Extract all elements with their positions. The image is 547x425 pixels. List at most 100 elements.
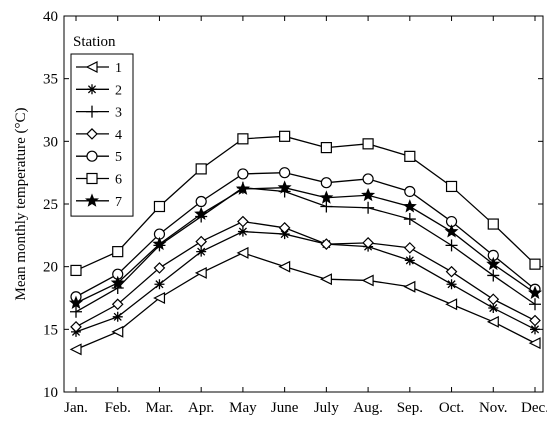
data-point — [69, 343, 82, 356]
data-point — [320, 238, 333, 250]
data-point — [404, 255, 415, 266]
legend-entry: 3 — [76, 106, 122, 121]
legend-entry: 1 — [76, 61, 122, 76]
y-tick-label: 10 — [43, 385, 58, 401]
legend-entry: 7 — [76, 193, 122, 210]
legend-label: 6 — [115, 173, 122, 188]
legend-label: 1 — [115, 61, 122, 76]
x-tick-label: Aug. — [353, 400, 383, 416]
series-line — [75, 187, 536, 304]
data-point — [362, 201, 375, 214]
data-point — [70, 264, 82, 277]
series-4 — [70, 215, 541, 333]
data-point — [152, 236, 167, 251]
data-point — [236, 246, 249, 259]
data-point — [446, 279, 457, 290]
data-point — [70, 320, 82, 333]
legend-marker — [86, 172, 98, 185]
legend-marker — [85, 61, 98, 73]
series-1 — [69, 246, 541, 356]
data-point — [153, 262, 166, 274]
data-point — [529, 314, 541, 327]
y-tick-label: 15 — [43, 322, 58, 338]
data-point — [154, 279, 165, 290]
x-tick-label: May — [229, 400, 257, 416]
x-tick-label: Oct. — [439, 400, 464, 416]
legend-marker — [84, 193, 100, 207]
legend-label: 4 — [115, 128, 122, 143]
x-tick-label: Jan. — [64, 400, 88, 416]
data-point — [445, 180, 458, 193]
series-line — [75, 230, 536, 333]
data-point — [445, 239, 458, 252]
series-line — [75, 220, 536, 328]
data-point — [362, 173, 374, 185]
data-point — [196, 246, 207, 257]
x-tick-label: Feb. — [105, 400, 131, 416]
x-tick-label: Apr. — [188, 400, 214, 416]
data-point — [279, 229, 290, 240]
legend-marker — [86, 128, 98, 140]
data-point — [487, 218, 499, 230]
data-point — [237, 168, 249, 180]
x-tick-label: Mar. — [145, 400, 173, 416]
legend-entry: 4 — [76, 128, 122, 143]
legend-label: 3 — [115, 106, 122, 121]
series-3 — [70, 181, 541, 318]
legend-entry: 2 — [76, 83, 122, 98]
data-point — [195, 235, 208, 248]
data-point — [237, 215, 249, 228]
data-point — [444, 224, 459, 238]
data-point — [279, 167, 291, 179]
data-point — [530, 324, 540, 335]
data-point — [362, 138, 374, 150]
series-line — [75, 187, 536, 313]
data-point — [110, 275, 125, 289]
data-point — [112, 246, 124, 258]
data-point — [112, 311, 123, 322]
data-point — [70, 305, 82, 318]
data-point — [111, 298, 124, 311]
data-point — [362, 237, 374, 249]
y-tick-label: 35 — [43, 72, 58, 88]
data-point — [320, 177, 332, 189]
data-point — [320, 142, 332, 154]
data-point — [403, 280, 416, 293]
legend-entry: 5 — [76, 150, 122, 165]
series-5 — [70, 167, 541, 303]
x-tick-label: July — [314, 400, 340, 416]
data-point — [320, 200, 333, 213]
data-point — [528, 337, 541, 350]
series-7 — [68, 180, 543, 309]
data-point — [529, 258, 541, 270]
x-axis: Jan. Feb. Mar. Apr. May June July Aug. Sep. Oct. N… — [64, 16, 547, 416]
series-line — [75, 135, 536, 272]
data-point — [527, 285, 543, 299]
legend-label: 5 — [115, 150, 122, 165]
data-point — [445, 265, 458, 278]
data-point — [153, 200, 166, 213]
data-point — [278, 260, 291, 273]
y-axis-label: Mean monthly temperature (°C) — [13, 107, 29, 300]
data-point — [445, 298, 458, 311]
data-point — [237, 133, 249, 145]
data-point — [278, 221, 291, 234]
data-point — [68, 295, 84, 309]
legend: Station 1 2 3 4 5 6 7 — [70, 34, 134, 217]
legend-label: 2 — [115, 83, 122, 98]
data-point — [402, 199, 417, 213]
legend-marker — [87, 84, 97, 95]
series-line — [75, 252, 536, 350]
data-point — [487, 293, 500, 306]
data-point — [194, 206, 209, 220]
data-point — [487, 269, 500, 282]
legend-box — [70, 53, 134, 217]
legend-entry: 6 — [76, 173, 122, 188]
data-point — [404, 150, 416, 162]
x-tick-label: Dec. — [521, 400, 547, 416]
legend-label: 7 — [115, 195, 122, 210]
x-tick-label: June — [271, 400, 299, 416]
data-point — [403, 242, 416, 254]
data-point — [237, 226, 248, 237]
